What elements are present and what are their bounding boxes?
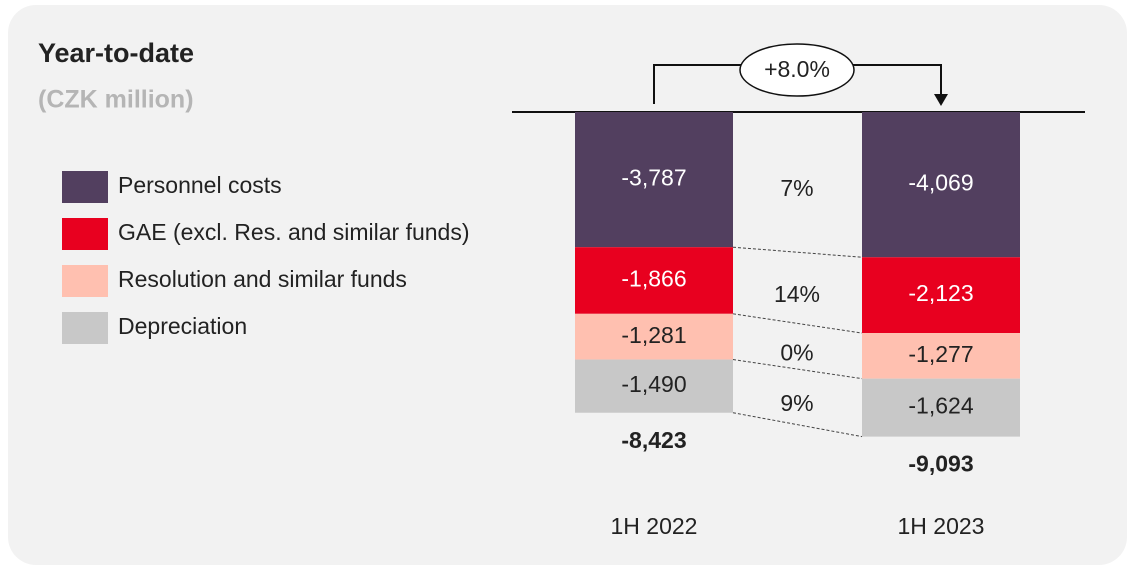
segment-label: -1,490 (621, 371, 686, 397)
change-label: 9% (780, 390, 813, 416)
connector (732, 359, 863, 380)
change-label: 14% (774, 281, 820, 307)
arrow-head (934, 94, 948, 106)
legend-swatch (62, 265, 108, 297)
segment-label: -1,624 (908, 393, 973, 419)
segment-label: -3,787 (621, 165, 686, 191)
legend-label: Personnel costs (118, 172, 282, 198)
panel (8, 5, 1127, 565)
bar-segment (862, 257, 1020, 334)
legend-label: Resolution and similar funds (118, 266, 407, 292)
total-label: -8,423 (621, 427, 686, 453)
bar-segment (862, 333, 1020, 379)
legend-swatch (62, 171, 108, 203)
x-tick-label: 1H 2022 (611, 513, 698, 539)
segment-label: -1,281 (621, 322, 686, 348)
segment-label: -2,123 (908, 280, 973, 306)
bar-segment (575, 359, 733, 413)
total-change-label: +8.0% (764, 56, 830, 82)
total-label: -9,093 (908, 451, 973, 477)
change-label: 0% (780, 339, 813, 365)
bar-segment (862, 112, 1020, 258)
connector (732, 412, 863, 438)
segment-label: -1,866 (621, 266, 686, 292)
change-label: 7% (780, 175, 813, 201)
bar-segment (575, 112, 733, 248)
connector (732, 313, 863, 334)
bar-segment (575, 313, 733, 360)
legend-swatch (62, 218, 108, 250)
legend-label: Depreciation (118, 313, 247, 339)
chart-title: Year-to-date (38, 38, 194, 68)
change-oval (739, 43, 855, 97)
bar-segment (862, 378, 1020, 437)
x-tick-label: 1H 2023 (898, 513, 985, 539)
legend-swatch (62, 312, 108, 344)
segment-label: -1,277 (908, 341, 973, 367)
segment-label: -4,069 (908, 170, 973, 196)
legend-label: GAE (excl. Res. and similar funds) (118, 219, 470, 245)
connector (732, 246, 863, 258)
bar-segment (575, 247, 733, 314)
chart-subtitle: (CZK million) (38, 86, 194, 114)
